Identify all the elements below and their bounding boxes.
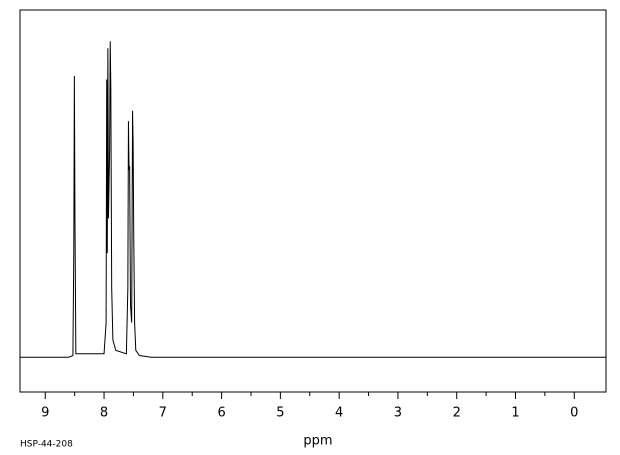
x-tick-label: 5 xyxy=(276,406,284,421)
footnote: HSP-44-208 xyxy=(20,440,73,450)
x-tick-label: 7 xyxy=(159,406,167,421)
x-tick-label: 2 xyxy=(453,406,461,421)
x-tick-label: 4 xyxy=(335,406,343,421)
x-tick-label: 8 xyxy=(100,406,108,421)
x-tick-label: 1 xyxy=(511,406,519,421)
x-tick-label: 6 xyxy=(217,406,225,421)
plot-frame xyxy=(19,9,607,393)
x-tick-label: 9 xyxy=(41,406,49,421)
spectrum-line xyxy=(20,41,606,358)
x-tick-label: 0 xyxy=(570,406,578,421)
x-axis-label: ppm xyxy=(303,434,332,449)
x-tick-label: 3 xyxy=(394,406,402,421)
